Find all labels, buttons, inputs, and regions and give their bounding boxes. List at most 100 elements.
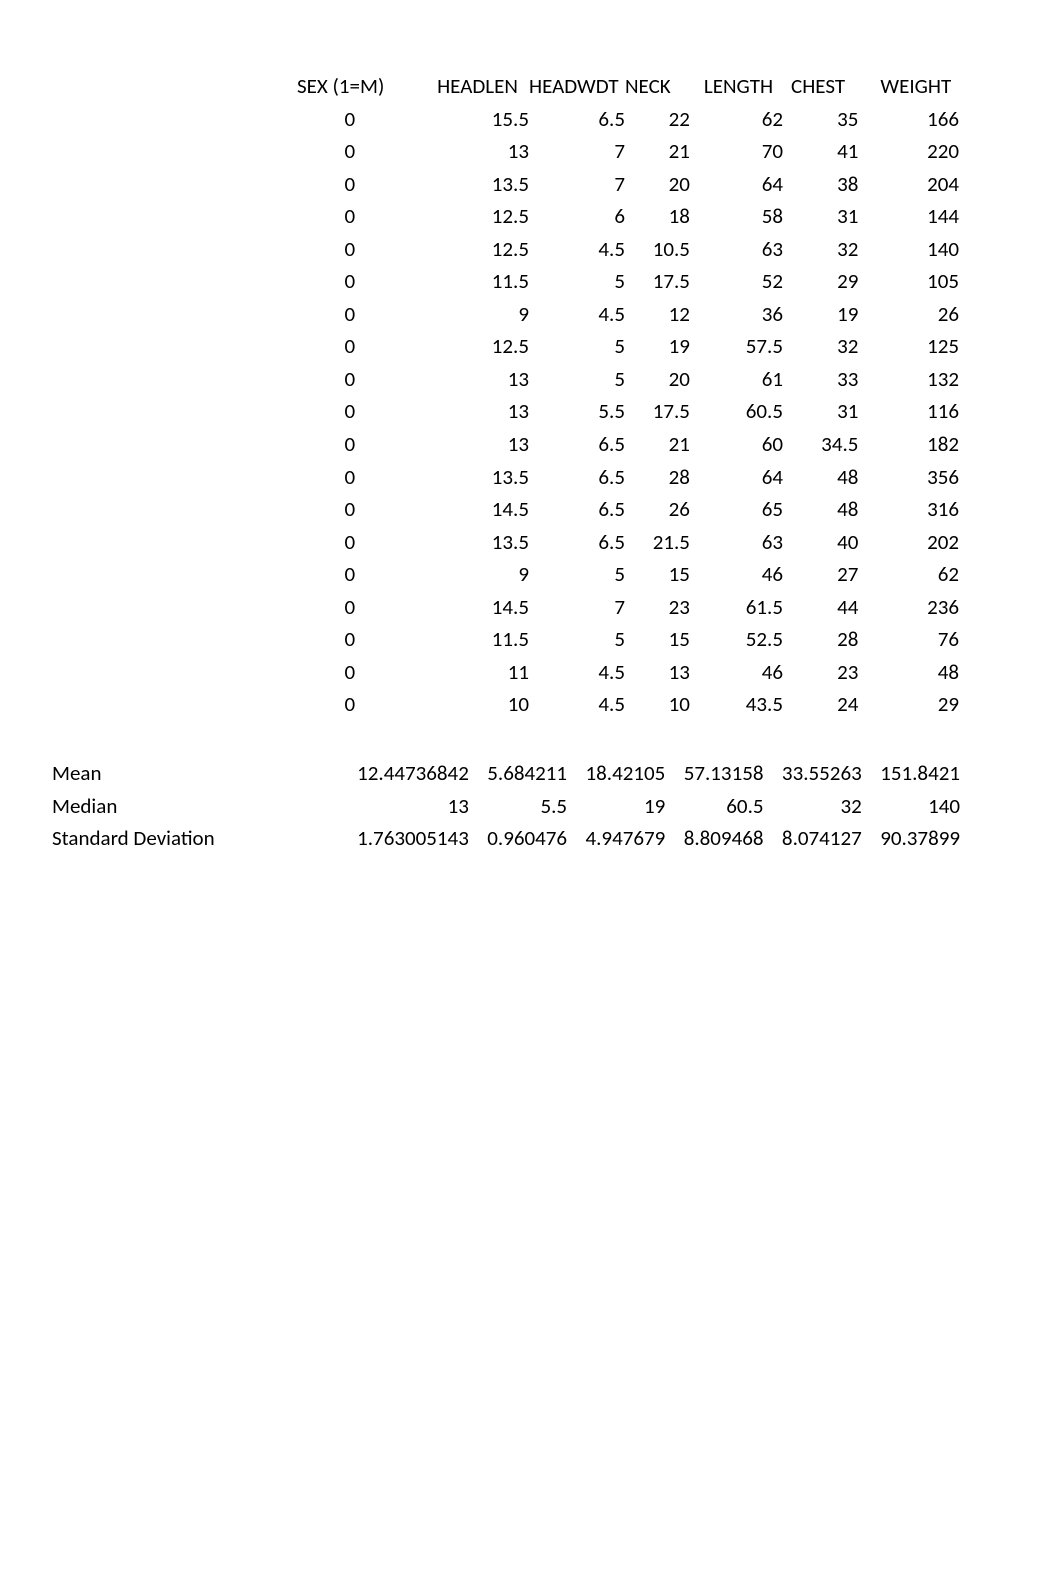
table-row: 013.57206438204 — [297, 168, 959, 201]
col-header-headlen: HEADLEN — [437, 70, 529, 103]
cell: 52 — [690, 265, 783, 298]
cell: 5 — [529, 330, 625, 363]
stat-cell: 5.5 — [469, 790, 567, 823]
cell: 64 — [690, 168, 783, 201]
stat-cell: 0.960476 — [469, 822, 567, 855]
table-row: 014.56.5266548316 — [297, 493, 959, 526]
cell: 23 — [783, 656, 858, 689]
cell: 61 — [690, 363, 783, 396]
cell: 236 — [858, 591, 959, 624]
cell: 105 — [858, 265, 959, 298]
cell: 5 — [529, 363, 625, 396]
stat-cell: 32 — [764, 790, 862, 823]
cell: 19 — [783, 298, 858, 331]
cell: 0 — [297, 656, 437, 689]
cell: 44 — [783, 591, 858, 624]
cell: 41 — [783, 135, 858, 168]
cell: 7 — [529, 168, 625, 201]
cell: 9 — [437, 558, 529, 591]
cell: 9 — [437, 298, 529, 331]
cell: 132 — [858, 363, 959, 396]
col-header-sex: SEX (1=M) — [297, 70, 437, 103]
cell: 13.5 — [437, 461, 529, 494]
cell: 29 — [858, 688, 959, 721]
stat-label-mean: Mean — [52, 757, 282, 790]
cell: 28 — [625, 461, 690, 494]
cell: 23 — [625, 591, 690, 624]
cell: 356 — [858, 461, 959, 494]
cell: 0 — [297, 591, 437, 624]
cell: 0 — [297, 558, 437, 591]
cell: 17.5 — [625, 395, 690, 428]
cell: 60.5 — [690, 395, 783, 428]
cell: 63 — [690, 526, 783, 559]
cell: 5 — [529, 558, 625, 591]
col-header-length: LENGTH — [690, 70, 783, 103]
cell: 48 — [858, 656, 959, 689]
cell: 48 — [783, 461, 858, 494]
cell: 57.5 — [690, 330, 783, 363]
cell: 6 — [529, 200, 625, 233]
stat-cell: 8.074127 — [764, 822, 862, 855]
table-row: 012.551957.532125 — [297, 330, 959, 363]
cell: 4.5 — [529, 656, 625, 689]
stat-cell: 90.37899 — [862, 822, 960, 855]
cell: 125 — [858, 330, 959, 363]
cell: 64 — [690, 461, 783, 494]
cell: 15 — [625, 558, 690, 591]
cell: 0 — [297, 623, 437, 656]
cell: 11.5 — [437, 623, 529, 656]
cell: 0 — [297, 168, 437, 201]
cell: 140 — [858, 233, 959, 266]
cell: 13.5 — [437, 526, 529, 559]
cell: 12.5 — [437, 200, 529, 233]
cell: 20 — [625, 363, 690, 396]
cell: 38 — [783, 168, 858, 201]
cell: 316 — [858, 493, 959, 526]
cell: 13 — [437, 395, 529, 428]
cell: 26 — [625, 493, 690, 526]
cell: 46 — [690, 656, 783, 689]
cell: 32 — [783, 330, 858, 363]
table-row: 0136.5216034.5182 — [297, 428, 959, 461]
cell: 35 — [783, 103, 858, 136]
cell: 43.5 — [690, 688, 783, 721]
col-header-neck: NECK — [625, 70, 690, 103]
cell: 63 — [690, 233, 783, 266]
stat-cell: 4.947679 — [567, 822, 665, 855]
table-row: 012.56185831144 — [297, 200, 959, 233]
cell: 70 — [690, 135, 783, 168]
cell: 10 — [437, 688, 529, 721]
cell: 5.5 — [529, 395, 625, 428]
stat-cell: 5.684211 — [469, 757, 567, 790]
cell: 0 — [297, 103, 437, 136]
stat-row-median: 13 5.5 19 60.5 32 140 — [337, 790, 960, 823]
stat-cell: 151.8421 — [862, 757, 960, 790]
cell: 52.5 — [690, 623, 783, 656]
cell: 13 — [437, 428, 529, 461]
table-row: 012.54.510.56332140 — [297, 233, 959, 266]
cell: 13 — [437, 135, 529, 168]
cell: 19 — [625, 330, 690, 363]
stat-cell: 57.13158 — [665, 757, 763, 790]
cell: 40 — [783, 526, 858, 559]
cell: 13 — [437, 363, 529, 396]
cell: 76 — [858, 623, 959, 656]
cell: 60 — [690, 428, 783, 461]
cell: 4.5 — [529, 688, 625, 721]
table-row: 0137217041220 — [297, 135, 959, 168]
cell: 61.5 — [690, 591, 783, 624]
cell: 6.5 — [529, 461, 625, 494]
cell: 116 — [858, 395, 959, 428]
cell: 5 — [529, 623, 625, 656]
col-header-weight: WEIGHT — [858, 70, 959, 103]
cell: 18 — [625, 200, 690, 233]
cell: 48 — [783, 493, 858, 526]
cell: 166 — [858, 103, 959, 136]
cell: 6.5 — [529, 493, 625, 526]
cell: 0 — [297, 265, 437, 298]
cell: 4.5 — [529, 298, 625, 331]
cell: 6.5 — [529, 428, 625, 461]
cell: 62 — [690, 103, 783, 136]
table-row: 011.5517.55229105 — [297, 265, 959, 298]
